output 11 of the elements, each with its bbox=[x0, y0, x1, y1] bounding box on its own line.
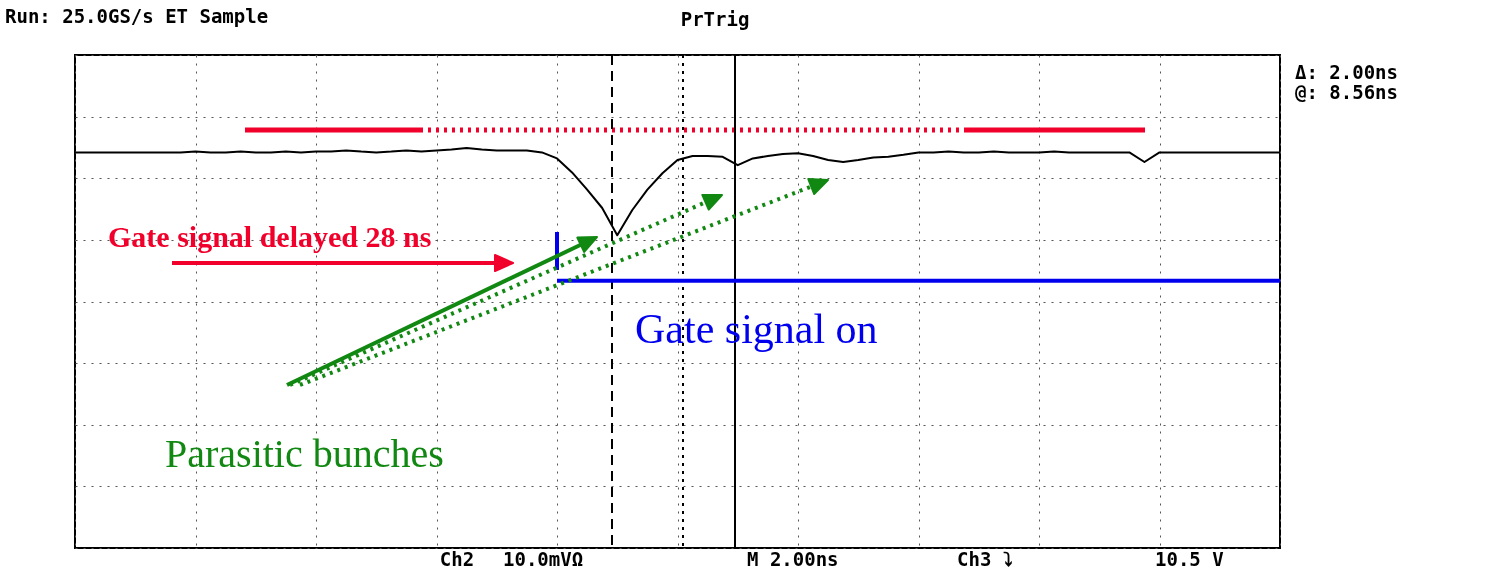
text: PrTrig bbox=[680, 8, 750, 30]
annotation: 10.0mVΩ bbox=[503, 548, 584, 569]
annotation: Ch3 ⤵ bbox=[957, 548, 1013, 569]
annotation: Parasitic bunches bbox=[165, 431, 444, 476]
chart-title: Run: 25.0GS/s ET Sample bbox=[5, 5, 269, 27]
text: Δ: 2.00ns bbox=[1295, 61, 1398, 83]
text: @: 8.56ns bbox=[1295, 81, 1398, 103]
annotation: Ch2 bbox=[439, 548, 475, 569]
annotation: M 2.00ns bbox=[747, 548, 839, 569]
annotation: Gate signal delayed 28 ns bbox=[108, 220, 432, 253]
annotation: 10.5 V bbox=[1155, 548, 1224, 569]
